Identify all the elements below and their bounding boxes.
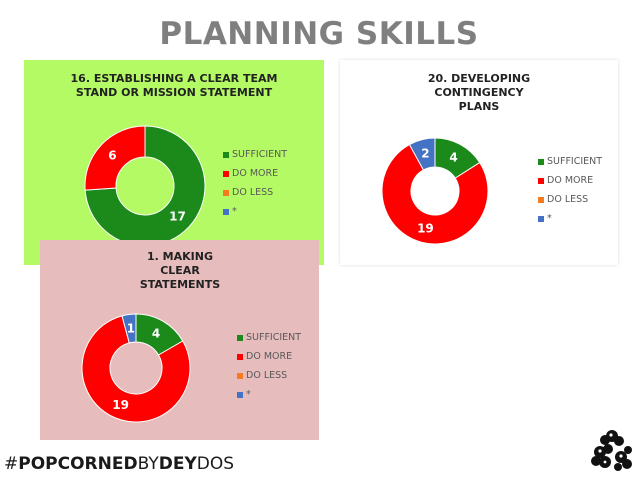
- donut-chart: 17 6: [84, 125, 206, 247]
- legend-label: SUFFICIENT: [232, 149, 288, 160]
- legend-swatch: [223, 151, 229, 158]
- legend-label: SUFFICIENT: [547, 156, 603, 167]
- footer-hashtag: #POPCORNEDBYDEYDOS: [4, 454, 234, 474]
- chart-title-line: 16. ESTABLISHING A CLEAR TEAM: [70, 72, 278, 85]
- legend-swatch: [237, 334, 243, 341]
- chart-title-line: 20. DEVELOPING: [427, 72, 531, 85]
- chart-title-line: STATEMENTS: [139, 278, 221, 291]
- legend-label: DO LESS: [232, 187, 274, 198]
- legend-item: DO MORE: [223, 164, 287, 183]
- legend-label: DO MORE: [547, 175, 594, 186]
- legend-label: DO MORE: [246, 351, 293, 362]
- legend-label: SUFFICIENT: [246, 332, 302, 343]
- donut-slice-sufficient: [84, 125, 206, 247]
- legend-swatch: [538, 177, 544, 184]
- chart-title-line: STAND OR MISSION STATEMENT: [75, 86, 273, 99]
- legend-label: *: [232, 206, 237, 217]
- chart-legend: SUFFICIENT DO MORE DO LESS *: [538, 152, 602, 228]
- donut-slice-other: [408, 137, 436, 171]
- brand-dey: DEY: [158, 454, 197, 474]
- data-label-do-more: 19: [417, 221, 434, 235]
- chart-legend: SUFFICIENT DO MORE DO LESS *: [237, 328, 301, 404]
- donut-slice-do-more: [84, 125, 146, 191]
- legend-item: DO LESS: [538, 190, 602, 209]
- legend-item: *: [538, 209, 602, 228]
- donut-slice-do-more: [81, 315, 191, 423]
- chart-title-line: CONTINGENCY: [434, 86, 524, 99]
- legend-swatch: [237, 391, 243, 398]
- brand-by: BY: [137, 454, 159, 474]
- legend-swatch: [223, 189, 229, 196]
- popcorn-logo-icon: [591, 430, 632, 471]
- legend-item: SUFFICIENT: [237, 328, 301, 347]
- chart-title: 20. DEVELOPING CONTINGENCY PLANS: [340, 72, 618, 114]
- chart-title: 1. MAKING CLEAR STATEMENTS: [70, 250, 290, 292]
- data-label-other: 1: [127, 321, 135, 335]
- chart-title-line: PLANS: [458, 100, 500, 113]
- legend-item: DO LESS: [237, 366, 301, 385]
- data-label-do-more: 19: [112, 398, 129, 412]
- legend-swatch: [237, 372, 243, 379]
- legend-swatch: [538, 196, 544, 203]
- legend-swatch: [223, 208, 229, 215]
- chart-panel-clear-statements: 1. MAKING CLEAR STATEMENTS 4 19 1 SUFFICIE…: [40, 240, 319, 440]
- data-label-sufficient: 17: [169, 209, 186, 223]
- legend-item: DO LESS: [223, 183, 287, 202]
- data-label-other: 2: [421, 147, 429, 161]
- data-label-sufficient: 4: [152, 326, 160, 340]
- brand-dos: DOS: [196, 454, 235, 474]
- legend-swatch: [237, 353, 243, 360]
- legend-label: *: [547, 213, 552, 224]
- donut-slice-other: [121, 313, 137, 344]
- legend-item: DO MORE: [538, 171, 602, 190]
- data-label-sufficient: 4: [449, 150, 457, 164]
- legend-label: DO MORE: [232, 168, 279, 179]
- chart-title-line: 1. MAKING: [147, 250, 213, 263]
- donut-chart: 4 19 2: [381, 137, 489, 245]
- legend-label: DO LESS: [547, 194, 589, 205]
- legend-label: *: [246, 389, 251, 400]
- legend-item: *: [223, 202, 287, 221]
- legend-swatch: [538, 215, 544, 222]
- donut-slice-do-more: [381, 143, 489, 245]
- legend-item: *: [237, 385, 301, 404]
- legend-swatch: [538, 158, 544, 165]
- data-label-do-more: 6: [108, 149, 116, 163]
- chart-panel-contingency-plans: 20. DEVELOPING CONTINGENCY PLANS 4 19 2 SU…: [340, 60, 618, 265]
- chart-panel-team-stand: 16. ESTABLISHING A CLEAR TEAM STAND OR M…: [24, 60, 324, 265]
- legend-item: SUFFICIENT: [538, 152, 602, 171]
- chart-title-line: CLEAR: [160, 264, 200, 277]
- legend-item: DO MORE: [237, 347, 301, 366]
- legend-item: SUFFICIENT: [223, 145, 287, 164]
- chart-legend: SUFFICIENT DO MORE DO LESS *: [223, 145, 287, 221]
- page-title: PLANNING SKILLS: [159, 16, 479, 52]
- legend-swatch: [223, 170, 229, 177]
- chart-title: 16. ESTABLISHING A CLEAR TEAM STAND OR M…: [24, 72, 324, 100]
- legend-label: DO LESS: [246, 370, 288, 381]
- donut-chart: 4 19 1: [81, 313, 191, 423]
- hash-symbol: #: [4, 454, 19, 474]
- brand-popcorned: POPCORNED: [18, 454, 138, 474]
